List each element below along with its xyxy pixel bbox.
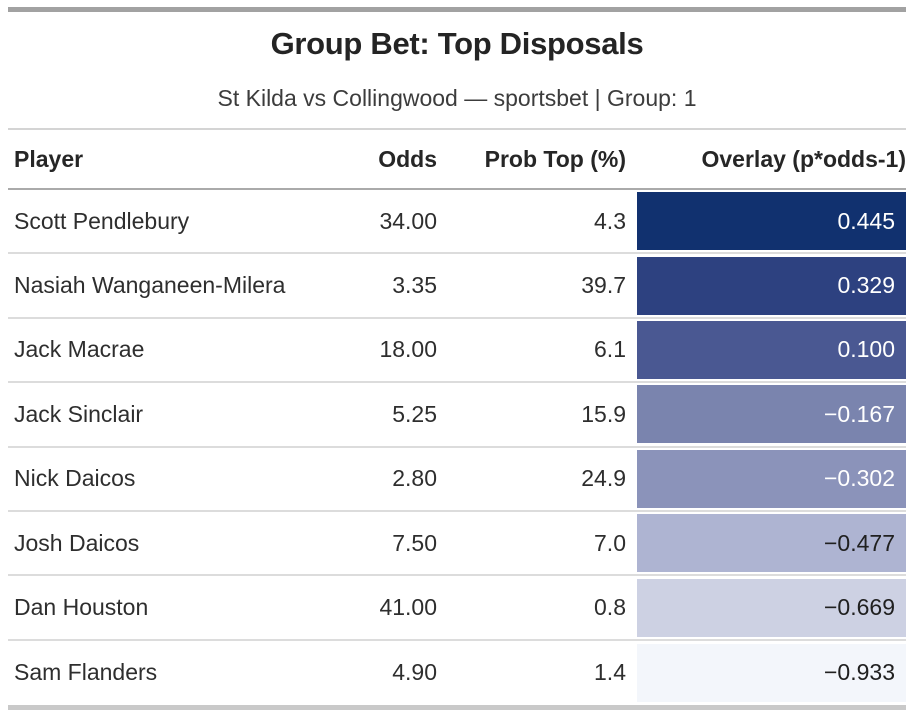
column-header-overlay: Overlay (p*odds-1) — [626, 128, 906, 190]
player-name-cell: Nasiah Wanganeen-Milera — [8, 254, 360, 319]
overlay-cell: −0.669 — [626, 576, 906, 641]
overlay-value: −0.167 — [824, 400, 895, 427]
top-border-bar — [8, 7, 906, 12]
bottom-border-bar — [8, 705, 906, 711]
overlay-cell: 0.329 — [626, 254, 906, 319]
player-name-cell: Scott Pendlebury — [8, 190, 360, 255]
player-name-cell: Sam Flanders — [14, 659, 158, 686]
player-name-cell: Nick Daicos — [8, 448, 360, 512]
overlay-heat-block: −0.669 — [637, 578, 906, 637]
report-page: Group Bet: Top Disposals St Kilda vs Col… — [8, 7, 906, 711]
player-name-cell: Josh Daicos — [8, 512, 360, 577]
overlay-cell: −0.477 — [626, 512, 906, 577]
header-row: Player Odds Prob Top (%) Overlay (p*odds… — [8, 128, 906, 190]
prob-cell: 24.9 — [437, 448, 626, 512]
prob-cell: 15.9 — [437, 383, 626, 448]
overlay-heat-block: 0.329 — [637, 256, 906, 315]
odds-cell: 4.90 — [392, 659, 437, 686]
prob-cell: 0.8 — [437, 576, 626, 641]
prob-cell: 39.7 — [437, 254, 626, 319]
column-header-prob: Prob Top (%) — [437, 128, 626, 190]
overlay-value: −0.302 — [824, 465, 895, 492]
overlay-cell: 0.445 — [626, 190, 906, 255]
table-row: Dan Houston 41.00 0.8 −0.669 — [8, 576, 906, 641]
column-header-player: Player — [8, 128, 360, 190]
odds-cell: 7.50 — [360, 512, 437, 577]
overlay-value: −0.477 — [824, 529, 895, 556]
overlay-value: −0.933 — [824, 659, 895, 686]
overlay-cell: −0.167 — [626, 383, 906, 448]
overlay-heat-block: −0.302 — [637, 449, 906, 508]
overlay-heat-block: 0.445 — [637, 192, 906, 251]
odds-cell: 5.25 — [360, 383, 437, 448]
table-row: Scott Pendlebury 34.00 4.3 0.445 — [8, 190, 906, 255]
overlay-cell: 0.100 — [626, 319, 906, 384]
player-name-cell: Dan Houston — [8, 576, 360, 641]
overlay-heat-block: −0.167 — [637, 385, 906, 444]
group-bet-table: Player Odds Prob Top (%) Overlay (p*odds… — [8, 128, 906, 705]
overlay-cell: −0.933 — [626, 641, 906, 705]
overlay-heat-block: 0.100 — [637, 320, 906, 379]
overlay-value: 0.100 — [837, 336, 895, 363]
table-row: Nick Daicos 2.80 24.9 −0.302 — [8, 448, 906, 512]
prob-cell: 1.4 — [594, 659, 626, 686]
overlay-cell: −0.302 — [626, 448, 906, 512]
table-row: Jack Sinclair 5.25 15.9 −0.167 — [8, 383, 906, 448]
odds-cell: 41.00 — [360, 576, 437, 641]
table-subtitle: St Kilda vs Collingwood — sportsbet | Gr… — [217, 85, 697, 111]
overlay-value: 0.445 — [837, 207, 895, 234]
odds-cell: 18.00 — [360, 319, 437, 384]
overlay-heat-block: −0.933 — [637, 643, 906, 702]
prob-cell: 4.3 — [437, 190, 626, 255]
prob-cell: 6.1 — [437, 319, 626, 384]
table-row: Sam Flanders 4.90 1.4 −0.933 — [8, 641, 906, 705]
player-name-cell: Jack Sinclair — [8, 383, 360, 448]
odds-cell: 3.35 — [360, 254, 437, 319]
overlay-heat-block: −0.477 — [637, 514, 906, 573]
column-header-odds: Odds — [360, 128, 437, 190]
overlay-value: 0.329 — [837, 272, 895, 299]
table-title: Group Bet: Top Disposals — [270, 26, 644, 61]
table-row: Jack Macrae 18.00 6.1 0.100 — [8, 319, 906, 384]
odds-cell: 2.80 — [360, 448, 437, 512]
table-row: Nasiah Wanganeen-Milera 3.35 39.7 0.329 — [8, 254, 906, 319]
odds-cell: 34.00 — [360, 190, 437, 255]
player-name-cell: Jack Macrae — [8, 319, 360, 384]
overlay-value: −0.669 — [824, 594, 895, 621]
table-row: Josh Daicos 7.50 7.0 −0.477 — [8, 512, 906, 577]
prob-cell: 7.0 — [437, 512, 626, 577]
